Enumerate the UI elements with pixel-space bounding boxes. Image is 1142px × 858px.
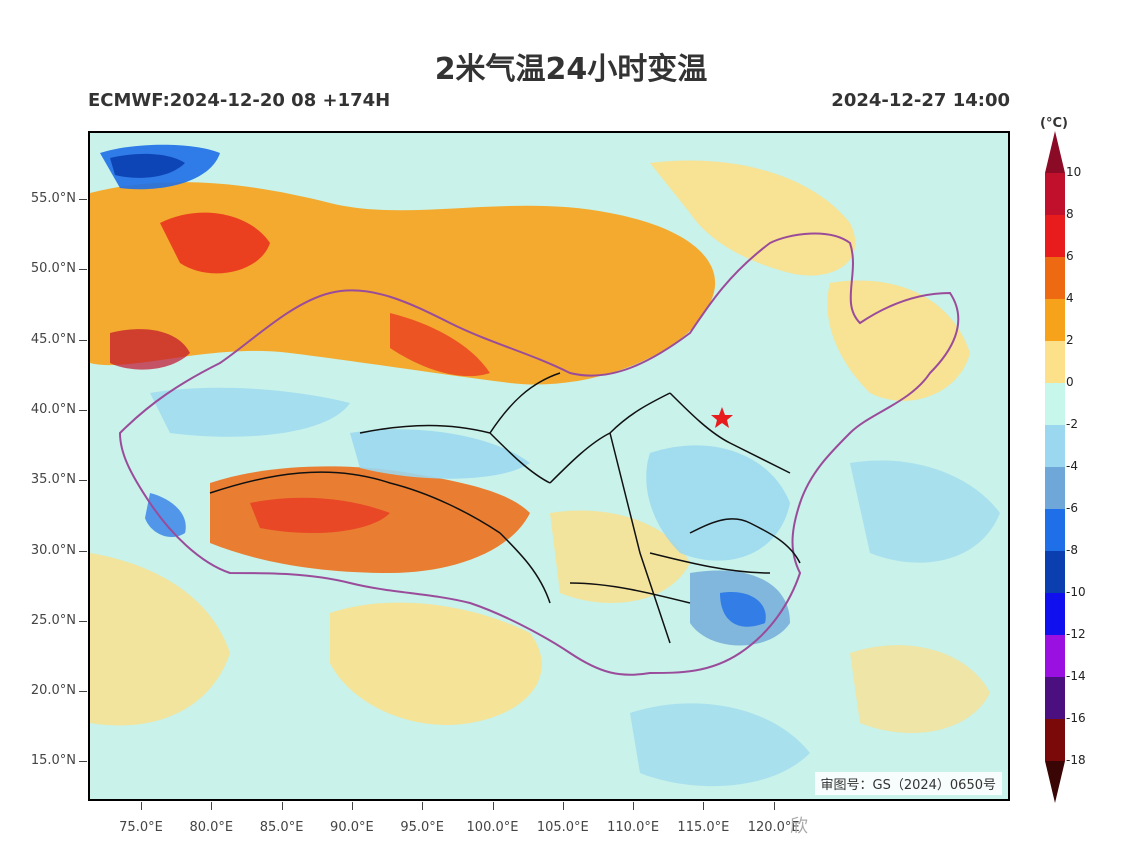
lat-tick	[79, 691, 87, 693]
lon-label: 105.0°E	[536, 820, 589, 835]
warm-region-south	[330, 602, 542, 725]
colorbar-segment	[1045, 509, 1065, 551]
temperature-change-map: 审图号：GS（2024）0650号	[88, 131, 1010, 801]
colorbar-level-label: -2	[1066, 417, 1078, 431]
lat-tick	[79, 269, 87, 271]
warm-region-sea	[850, 645, 990, 733]
lat-tick	[79, 339, 87, 341]
colorbar-level-label: 0	[1066, 375, 1074, 389]
colorbar-segment	[1045, 593, 1065, 635]
hot-region-tibet	[250, 497, 390, 533]
lon-label: 95.0°E	[400, 820, 445, 835]
china-boundary	[118, 232, 960, 676]
lat-tick	[79, 761, 87, 763]
lon-tick	[562, 802, 564, 810]
lon-tick	[281, 802, 283, 810]
cool-region-qaidam	[350, 429, 530, 479]
lon-label: 100.0°E	[466, 820, 519, 835]
colorbar-level-label: 10	[1066, 165, 1082, 179]
colorbar-segment	[1045, 467, 1065, 509]
warm-region-northeast	[827, 280, 970, 401]
lon-tick	[633, 802, 635, 810]
lon-label: 90.0°E	[330, 820, 374, 835]
colorbar	[1045, 131, 1065, 803]
cool-region-east	[646, 445, 790, 561]
lat-tick	[79, 409, 87, 411]
watermark: 欣	[790, 816, 810, 837]
colorbar-segment	[1045, 341, 1065, 383]
colorbar-level-label: -8	[1066, 543, 1078, 557]
lat-tick	[79, 480, 87, 482]
hot-region-west	[160, 212, 270, 274]
approval-number: 审图号：GS（2024）0650号	[814, 772, 1002, 795]
warm-region-central	[550, 510, 690, 603]
colorbar-segment	[1045, 635, 1065, 677]
lon-tick	[773, 802, 775, 810]
lon-tick	[703, 802, 705, 810]
lat-label: 35.0°N	[30, 472, 76, 488]
lat-tick	[79, 620, 87, 622]
colorbar-segment	[1045, 173, 1065, 215]
colorbar-segment	[1045, 299, 1065, 341]
lon-tick	[422, 802, 424, 810]
lat-tick	[79, 199, 87, 200]
lat-label: 50.0°N	[30, 261, 76, 277]
cold-region-sw	[145, 493, 186, 538]
colorbar-level-label: -10	[1066, 585, 1086, 599]
colorbar-level-label: -6	[1066, 501, 1078, 515]
colorbar-level-label: 8	[1066, 207, 1074, 221]
province-boundaries	[209, 372, 801, 644]
colorbar-unit: (°C)	[1040, 116, 1068, 131]
lon-label: 120.0°E	[747, 820, 800, 835]
lat-label: 15.0°N	[30, 753, 76, 769]
colorbar-level-label: -12	[1066, 627, 1086, 641]
warm-region-north-yellow	[650, 160, 856, 276]
lat-label: 20.0°N	[30, 683, 76, 699]
lat-label: 45.0°N	[30, 331, 76, 347]
colorbar-segment	[1045, 383, 1065, 425]
valid-time-label: 2024-12-27 14:00	[831, 90, 1010, 111]
colorbar-extend-bottom	[1045, 761, 1065, 803]
lon-label: 115.0°E	[677, 820, 730, 835]
colorbar-segment	[1045, 425, 1065, 467]
warm-region-india	[90, 553, 230, 726]
colorbar-level-label: -18	[1066, 753, 1086, 767]
colorbar-segment	[1045, 257, 1065, 299]
lon-tick	[211, 802, 213, 810]
lon-tick	[141, 802, 142, 810]
lon-label: 80.0°E	[189, 820, 234, 835]
lat-tick	[79, 550, 87, 552]
map-title: 2米气温24小时变温	[434, 52, 708, 87]
lat-label: 25.0°N	[30, 612, 76, 628]
colorbar-segment	[1045, 215, 1065, 257]
lon-label: 85.0°E	[259, 820, 304, 835]
colorbar-level-label: 6	[1066, 249, 1074, 263]
colorbar-level-label: -16	[1066, 711, 1086, 725]
cool-region-tarim	[150, 387, 350, 437]
lat-label: 55.0°N	[30, 191, 76, 206]
hot-region-mongolia	[390, 313, 490, 377]
colorbar-segment	[1045, 677, 1065, 719]
colorbar-level-label: 4	[1066, 291, 1074, 305]
colorbar-level-label: 2	[1066, 333, 1074, 347]
lon-label: 110.0°E	[607, 820, 660, 835]
lon-tick	[351, 802, 353, 810]
colorbar-extend-top	[1045, 131, 1065, 173]
cool-region-ocean	[850, 460, 1000, 563]
hot-region-west-2	[110, 329, 190, 370]
cold-region-fujian	[720, 592, 766, 627]
lon-label: 75.0°E	[119, 820, 163, 835]
lat-label: 30.0°N	[30, 542, 76, 558]
beijing-marker-icon	[711, 407, 733, 428]
colorbar-segment	[1045, 551, 1065, 593]
colorbar-level-label: -14	[1066, 669, 1086, 683]
cool-region-south-china-sea	[630, 703, 810, 787]
lon-tick	[492, 802, 494, 810]
colorbar-segment	[1045, 719, 1065, 761]
lat-label: 40.0°N	[30, 401, 76, 417]
colorbar-level-label: -4	[1066, 459, 1078, 473]
model-run-label: ECMWF:2024-12-20 08 +174H	[88, 90, 391, 111]
map-canvas	[90, 133, 1008, 799]
cold-region-northwest	[110, 153, 185, 178]
